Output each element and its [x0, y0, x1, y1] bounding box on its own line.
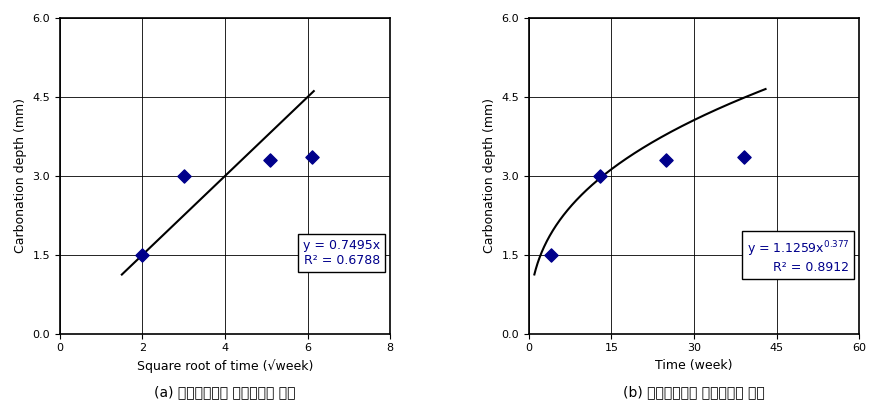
Text: y = 1.1259x$^{0.377}$
R² = 0.8912: y = 1.1259x$^{0.377}$ R² = 0.8912 [746, 239, 849, 274]
Text: (b) 제안모델식과 실측데이터 비교: (b) 제안모델식과 실측데이터 비교 [623, 385, 765, 399]
Point [659, 157, 673, 163]
Y-axis label: Carbonation depth (mm): Carbonation depth (mm) [14, 98, 27, 253]
Point [136, 252, 150, 258]
Point [593, 173, 607, 179]
Text: y = 0.7495x
R² = 0.6788: y = 0.7495x R² = 0.6788 [303, 239, 380, 267]
X-axis label: Time (week): Time (week) [656, 359, 733, 372]
Point [177, 173, 191, 179]
Point [737, 154, 751, 161]
Point [263, 157, 277, 163]
Point [304, 154, 319, 161]
Y-axis label: Carbonation depth (mm): Carbonation depth (mm) [483, 98, 495, 253]
X-axis label: Square root of time (√week): Square root of time (√week) [137, 359, 313, 373]
Point [544, 252, 558, 258]
Text: (a) 기존모델식과 실측데이터 비교: (a) 기존모델식과 실측데이터 비교 [154, 385, 296, 399]
